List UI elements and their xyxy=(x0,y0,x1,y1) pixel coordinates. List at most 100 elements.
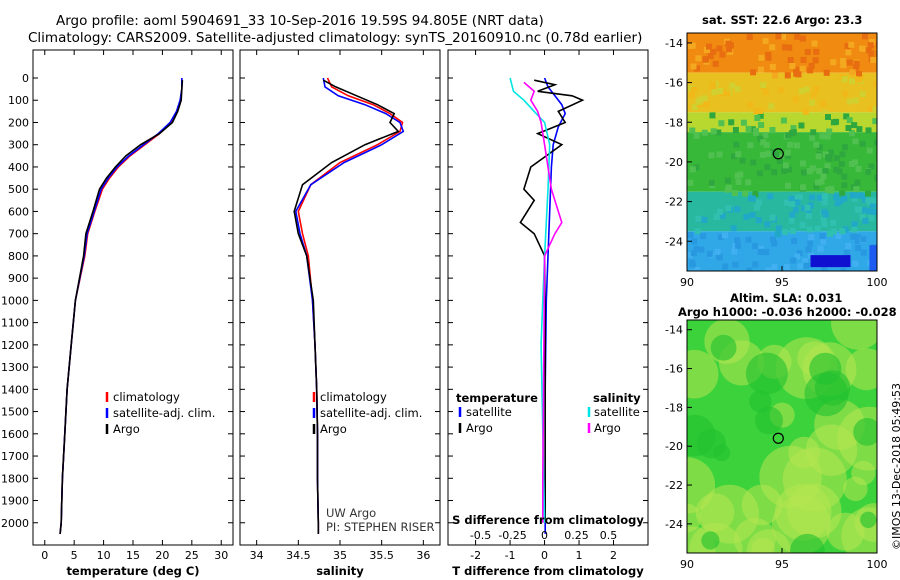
sst-pixel xyxy=(730,225,737,232)
sst-pixel xyxy=(854,238,861,244)
sst-pixel xyxy=(851,226,858,233)
map-sla-map xyxy=(687,320,877,553)
sst-pixel xyxy=(758,122,765,128)
sst-pixel xyxy=(802,108,809,115)
sst-pixel xyxy=(822,168,829,175)
sla-blob xyxy=(860,511,877,528)
sst-pixel xyxy=(833,155,840,162)
series-line xyxy=(523,81,563,523)
sst-pixel xyxy=(840,268,847,271)
sst-pixel xyxy=(853,64,860,71)
sst-pixel xyxy=(871,197,877,204)
sst-pixel xyxy=(757,248,764,255)
sst-pixel xyxy=(719,212,726,219)
sst-pixel xyxy=(805,246,812,253)
lat-tick-label: -24 xyxy=(665,518,683,531)
sst-pixel xyxy=(693,245,700,252)
sst-pixel xyxy=(742,190,749,197)
x2-axis-label: S difference from climatology xyxy=(452,513,644,527)
sst-pixel xyxy=(750,69,757,76)
sst-pixel xyxy=(728,119,735,126)
sst-band xyxy=(687,191,877,232)
sst-pixel xyxy=(800,184,806,191)
sst-pixel xyxy=(804,49,811,55)
sst-pixel xyxy=(785,153,792,160)
sla-blob xyxy=(687,349,719,399)
sst-pixel xyxy=(757,112,764,119)
sst-pixel xyxy=(871,209,877,215)
sst-pixel xyxy=(841,76,848,83)
sst-pixel xyxy=(699,233,706,240)
x2-tick-label: 0 xyxy=(541,529,548,542)
sst-pixel xyxy=(827,230,833,237)
sst-pixel xyxy=(701,216,708,223)
series-line xyxy=(294,77,405,534)
sst-pixel xyxy=(710,81,717,88)
sst-pixel xyxy=(745,179,752,186)
lon-tick-label: 95 xyxy=(775,558,789,571)
lon-tick-label: 95 xyxy=(775,276,789,289)
sst-pixel xyxy=(712,60,719,67)
series-line xyxy=(59,78,183,534)
sst-pixel xyxy=(716,45,723,52)
sst-pixel xyxy=(821,199,828,206)
sst-pixel xyxy=(780,33,786,40)
lat-tick-label: -16 xyxy=(665,363,683,376)
lat-tick-label: -24 xyxy=(665,235,683,248)
sst-pixel xyxy=(775,33,782,40)
depth-tick-label: 1600 xyxy=(1,428,29,441)
sst-pixel xyxy=(754,115,761,121)
sst-pixel xyxy=(859,140,866,147)
sst-pixel xyxy=(839,228,846,235)
x-tick-label: 36 xyxy=(416,549,430,562)
sst-pixel xyxy=(732,127,739,133)
sst-pixel xyxy=(803,86,810,93)
sst-pixel xyxy=(754,204,760,211)
legend-title: salinity xyxy=(593,391,641,405)
sst-pixel xyxy=(874,174,877,181)
legend-label: Argo xyxy=(466,421,493,435)
lon-tick-label: 100 xyxy=(867,558,888,571)
sst-pixel xyxy=(860,236,867,243)
sst-pixel xyxy=(815,153,822,160)
legend-label: climatology xyxy=(320,390,387,404)
sst-pixel xyxy=(687,231,694,238)
sst-pixel xyxy=(823,69,830,76)
sst-pixel xyxy=(689,166,696,173)
credit-institution: UW Argo xyxy=(326,506,377,520)
x2-tick-label: 0.25 xyxy=(564,529,589,542)
sst-pixel xyxy=(762,38,769,45)
sla-blob xyxy=(782,447,847,512)
legend-label: Argo xyxy=(320,422,347,436)
sst-pixel xyxy=(865,190,871,197)
sst-pixel xyxy=(815,179,821,186)
x-tick-label: 10 xyxy=(97,549,111,562)
depth-tick-label: 200 xyxy=(8,116,29,129)
depth-tick-label: 1500 xyxy=(1,406,29,419)
sst-pixel xyxy=(830,219,837,226)
sst-pixel xyxy=(851,221,858,228)
sst-pixel xyxy=(784,199,790,206)
sst-pixel xyxy=(757,108,764,114)
sst-pixel xyxy=(722,263,729,270)
sst-pixel xyxy=(849,69,856,76)
sst-pixel xyxy=(853,60,860,67)
sst-pixel xyxy=(856,192,863,199)
sst-pixel xyxy=(758,245,764,252)
sst-pixel xyxy=(769,214,776,221)
sst-pixel xyxy=(785,182,791,189)
sst-pixel xyxy=(689,92,695,99)
sst-pixel xyxy=(764,221,771,228)
lat-tick-label: -18 xyxy=(665,401,683,414)
sst-pixel xyxy=(792,206,799,213)
sst-pixel xyxy=(809,165,816,172)
sst-pixel xyxy=(768,103,775,110)
sst-pixel xyxy=(762,132,769,139)
sst-pixel xyxy=(743,213,750,220)
depth-tick-label: 1300 xyxy=(1,361,29,374)
depth-tick-label: 1000 xyxy=(1,294,29,307)
sst-pixel xyxy=(694,65,700,72)
sst-pixel xyxy=(841,173,848,180)
x-tick-label: 5 xyxy=(71,549,78,562)
sla-blob xyxy=(695,493,735,532)
